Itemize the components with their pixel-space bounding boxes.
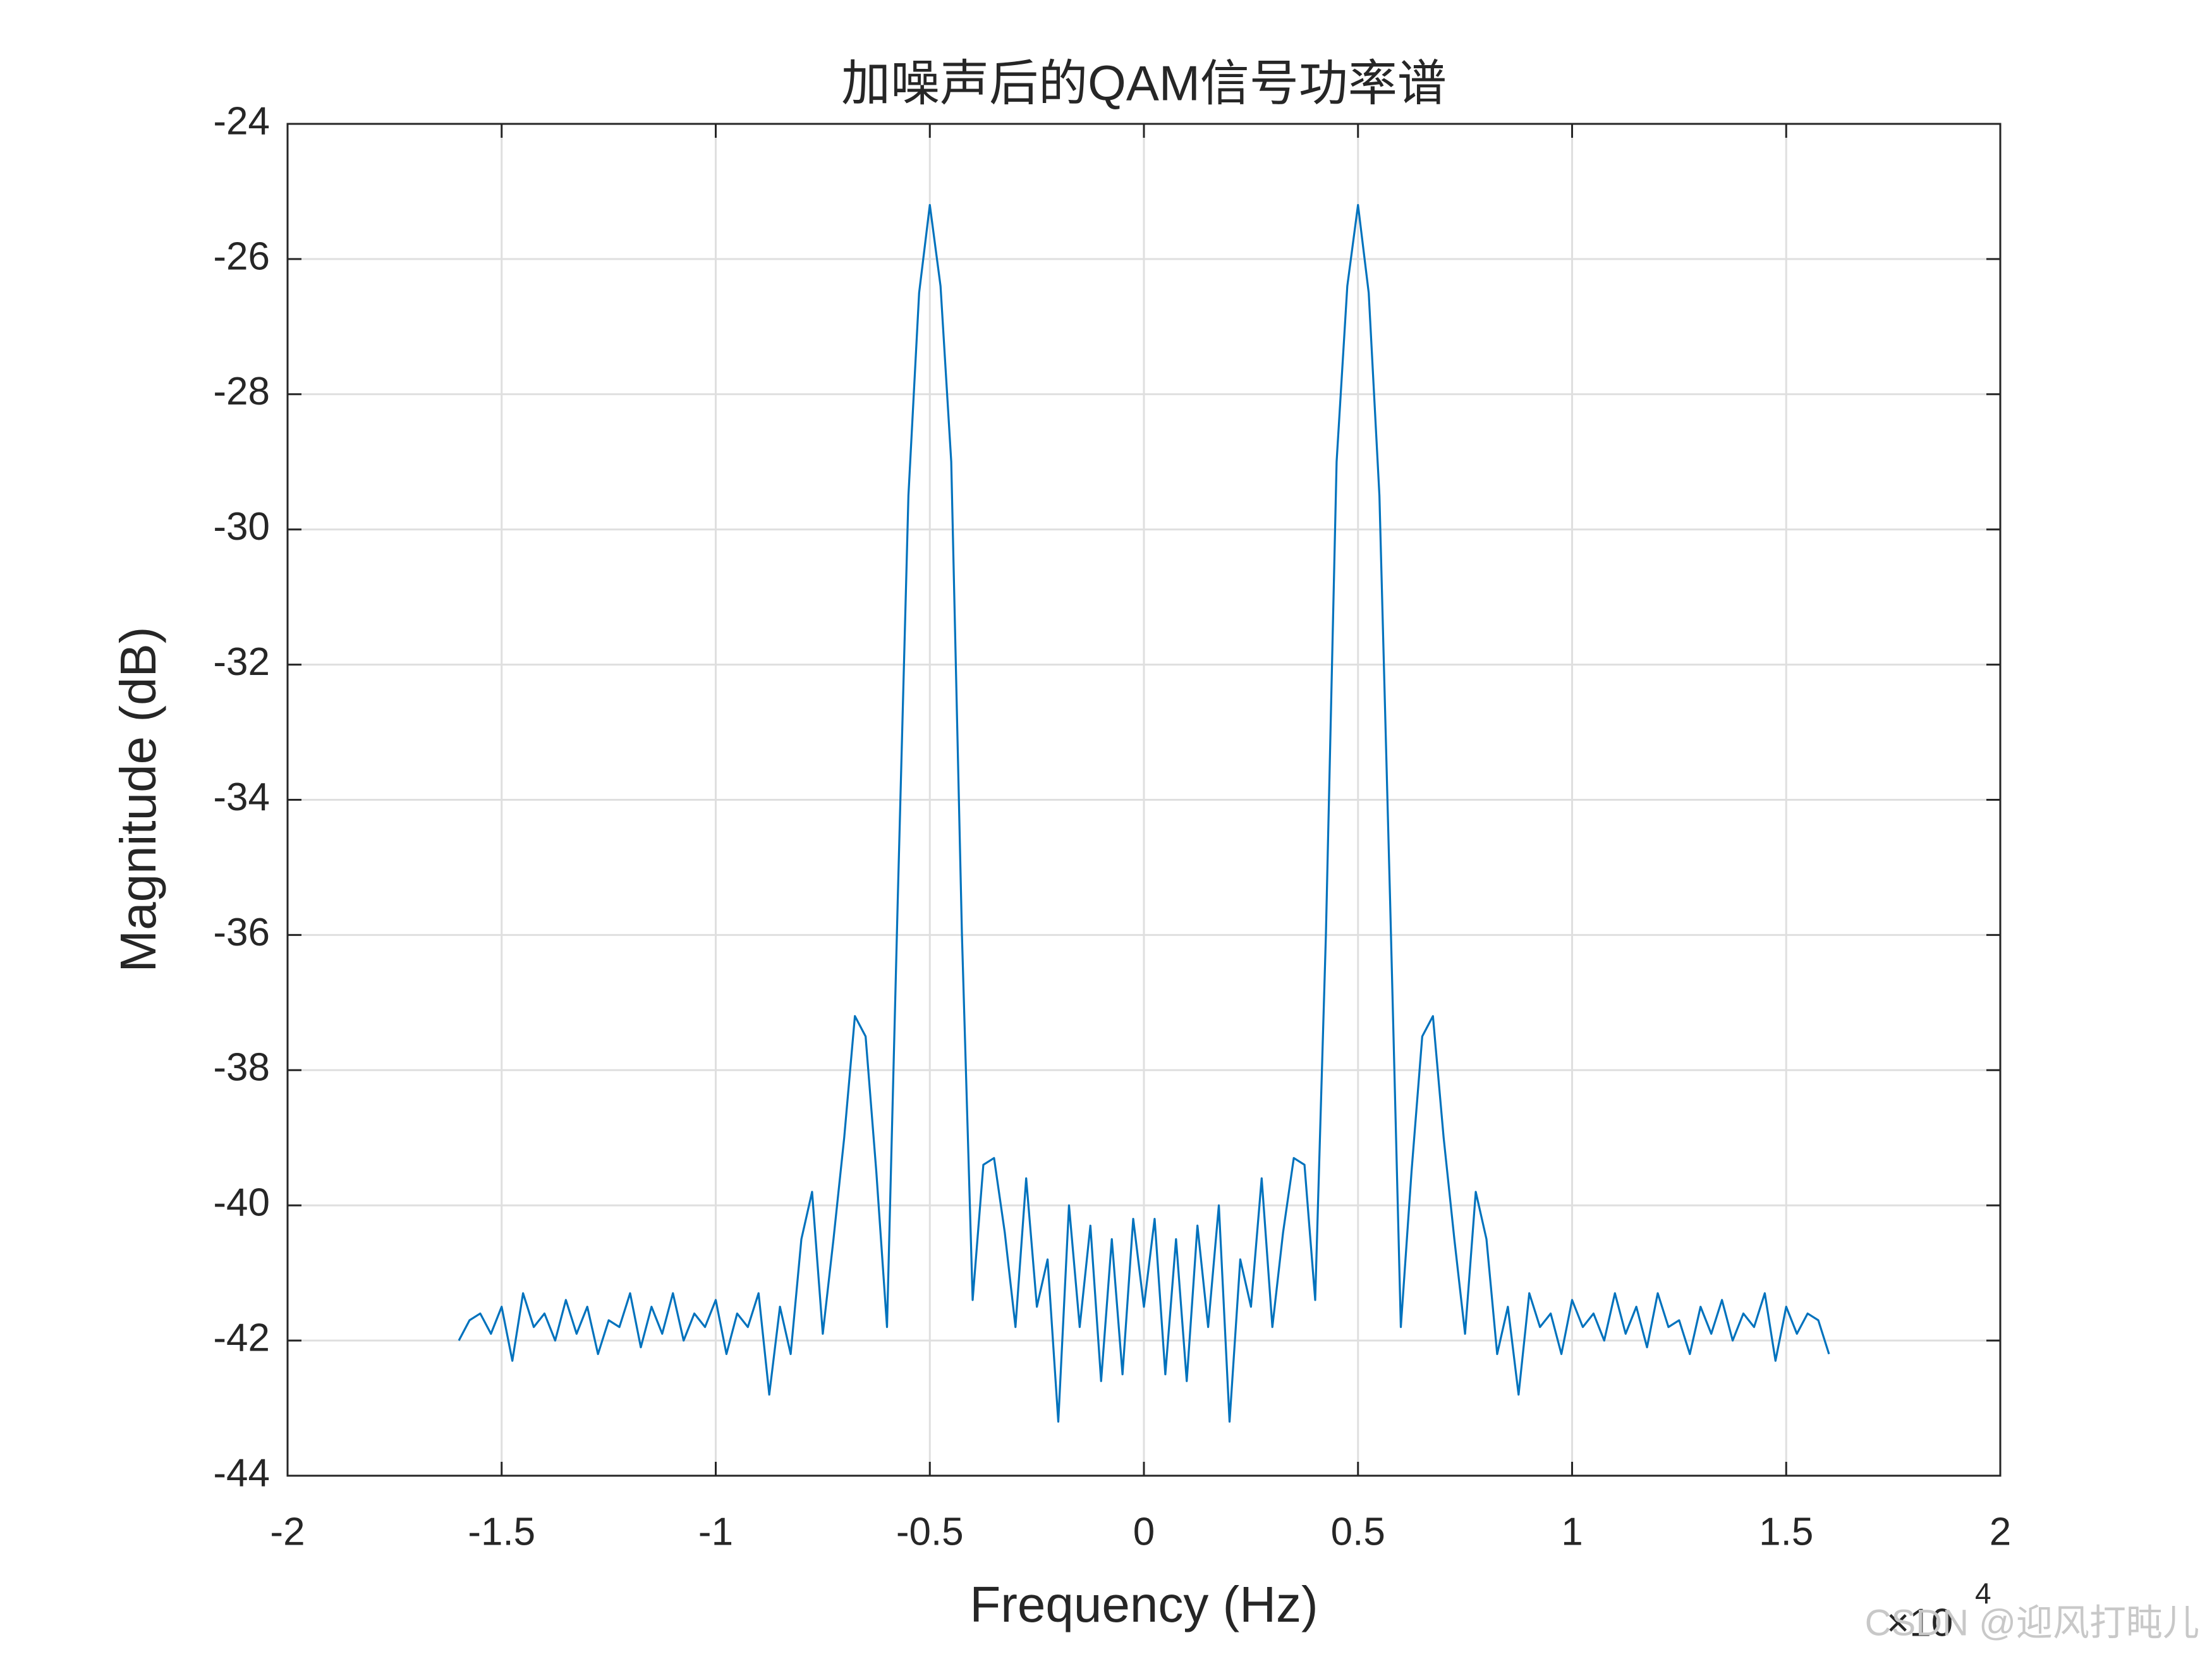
x-tick-label: 1 xyxy=(1561,1510,1583,1553)
x-multiplier-exponent: 4 xyxy=(1975,1577,1991,1610)
y-tick-label: -42 xyxy=(213,1316,270,1359)
x-axis-label: Frequency (Hz) xyxy=(969,1576,1318,1632)
x-tick-label: -2 xyxy=(270,1510,305,1553)
y-axis-label: Magnitude (dB) xyxy=(110,627,166,973)
x-tick-label: -1.5 xyxy=(468,1510,535,1553)
x-tick-label: -0.5 xyxy=(896,1510,964,1553)
y-tick-label: -40 xyxy=(213,1181,270,1225)
y-tick-label: -38 xyxy=(213,1046,270,1090)
y-tick-label: -30 xyxy=(213,505,270,549)
y-tick-label: -36 xyxy=(213,911,270,954)
x-tick-label: 2 xyxy=(1990,1510,2011,1553)
x-tick-label: 0 xyxy=(1133,1510,1155,1553)
y-tick-label: -32 xyxy=(213,640,270,684)
y-tick-label: -44 xyxy=(213,1451,270,1495)
y-tick-label: -28 xyxy=(213,370,270,413)
data-line xyxy=(458,204,1830,1423)
watermark: CSDN @迎风打盹儿 xyxy=(1865,1602,2199,1643)
y-tick-label: -34 xyxy=(213,775,270,819)
x-tick-label: 1.5 xyxy=(1759,1510,1813,1553)
x-multiplier-base: ×10 xyxy=(1887,1601,1953,1644)
y-tick-label: -26 xyxy=(213,234,270,278)
x-tick-label: -1 xyxy=(698,1510,733,1553)
chart-title: 加噪声后的QAM信号功率谱 xyxy=(841,56,1447,111)
y-tick-label: -24 xyxy=(213,99,270,143)
axes-box xyxy=(286,123,2002,1477)
x-tick-label: 0.5 xyxy=(1331,1510,1385,1553)
